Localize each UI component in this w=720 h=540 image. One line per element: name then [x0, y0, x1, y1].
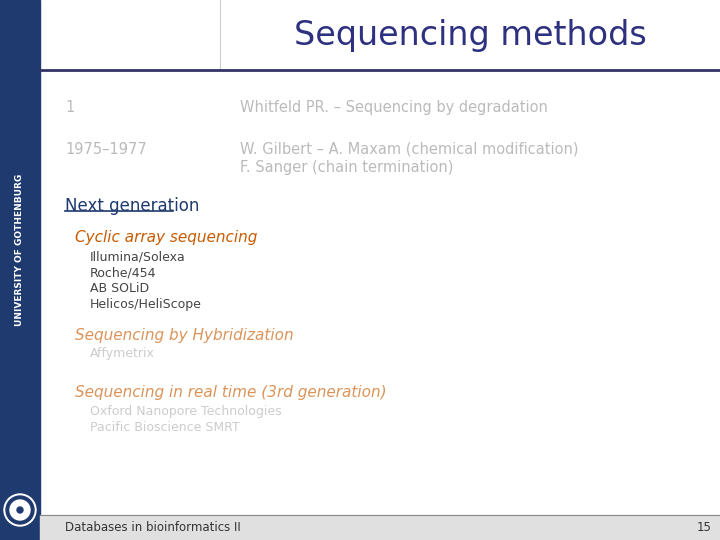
Text: Next generation: Next generation — [65, 197, 199, 215]
Text: Roche/454: Roche/454 — [90, 266, 156, 279]
Text: Sequencing by Hybridization: Sequencing by Hybridization — [75, 328, 294, 343]
Text: 1: 1 — [65, 100, 74, 115]
Text: Affymetrix: Affymetrix — [90, 347, 155, 360]
Text: Helicos/HeliScope: Helicos/HeliScope — [90, 298, 202, 311]
Text: Pacific Bioscience SMRT: Pacific Bioscience SMRT — [90, 421, 240, 434]
Circle shape — [10, 500, 30, 520]
Text: Sequencing in real time (3rd generation): Sequencing in real time (3rd generation) — [75, 385, 387, 400]
Bar — [40, 0, 720, 70]
Text: 1975–1977: 1975–1977 — [65, 142, 147, 157]
Text: AB SOLiD: AB SOLiD — [90, 282, 149, 295]
Text: Sequencing methods: Sequencing methods — [294, 18, 647, 51]
Text: UNIVERSITY OF GOTHENBURG: UNIVERSITY OF GOTHENBURG — [16, 174, 24, 326]
Bar — [0, 0, 40, 540]
Text: 15: 15 — [697, 521, 712, 534]
Text: Oxford Nanopore Technologies: Oxford Nanopore Technologies — [90, 405, 282, 418]
Text: W. Gilbert – A. Maxam (chemical modification): W. Gilbert – A. Maxam (chemical modifica… — [240, 142, 578, 157]
Text: Whitfeld PR. – Sequencing by degradation: Whitfeld PR. – Sequencing by degradation — [240, 100, 548, 115]
Text: F. Sanger (chain termination): F. Sanger (chain termination) — [240, 160, 454, 175]
Text: Illumina/Solexa: Illumina/Solexa — [90, 250, 186, 263]
Text: Cyclic array sequencing: Cyclic array sequencing — [75, 230, 257, 245]
Bar — [40, 515, 720, 540]
Circle shape — [17, 507, 23, 513]
Text: Databases in bioinformatics II: Databases in bioinformatics II — [65, 521, 240, 534]
Circle shape — [4, 494, 36, 526]
Circle shape — [6, 496, 34, 524]
